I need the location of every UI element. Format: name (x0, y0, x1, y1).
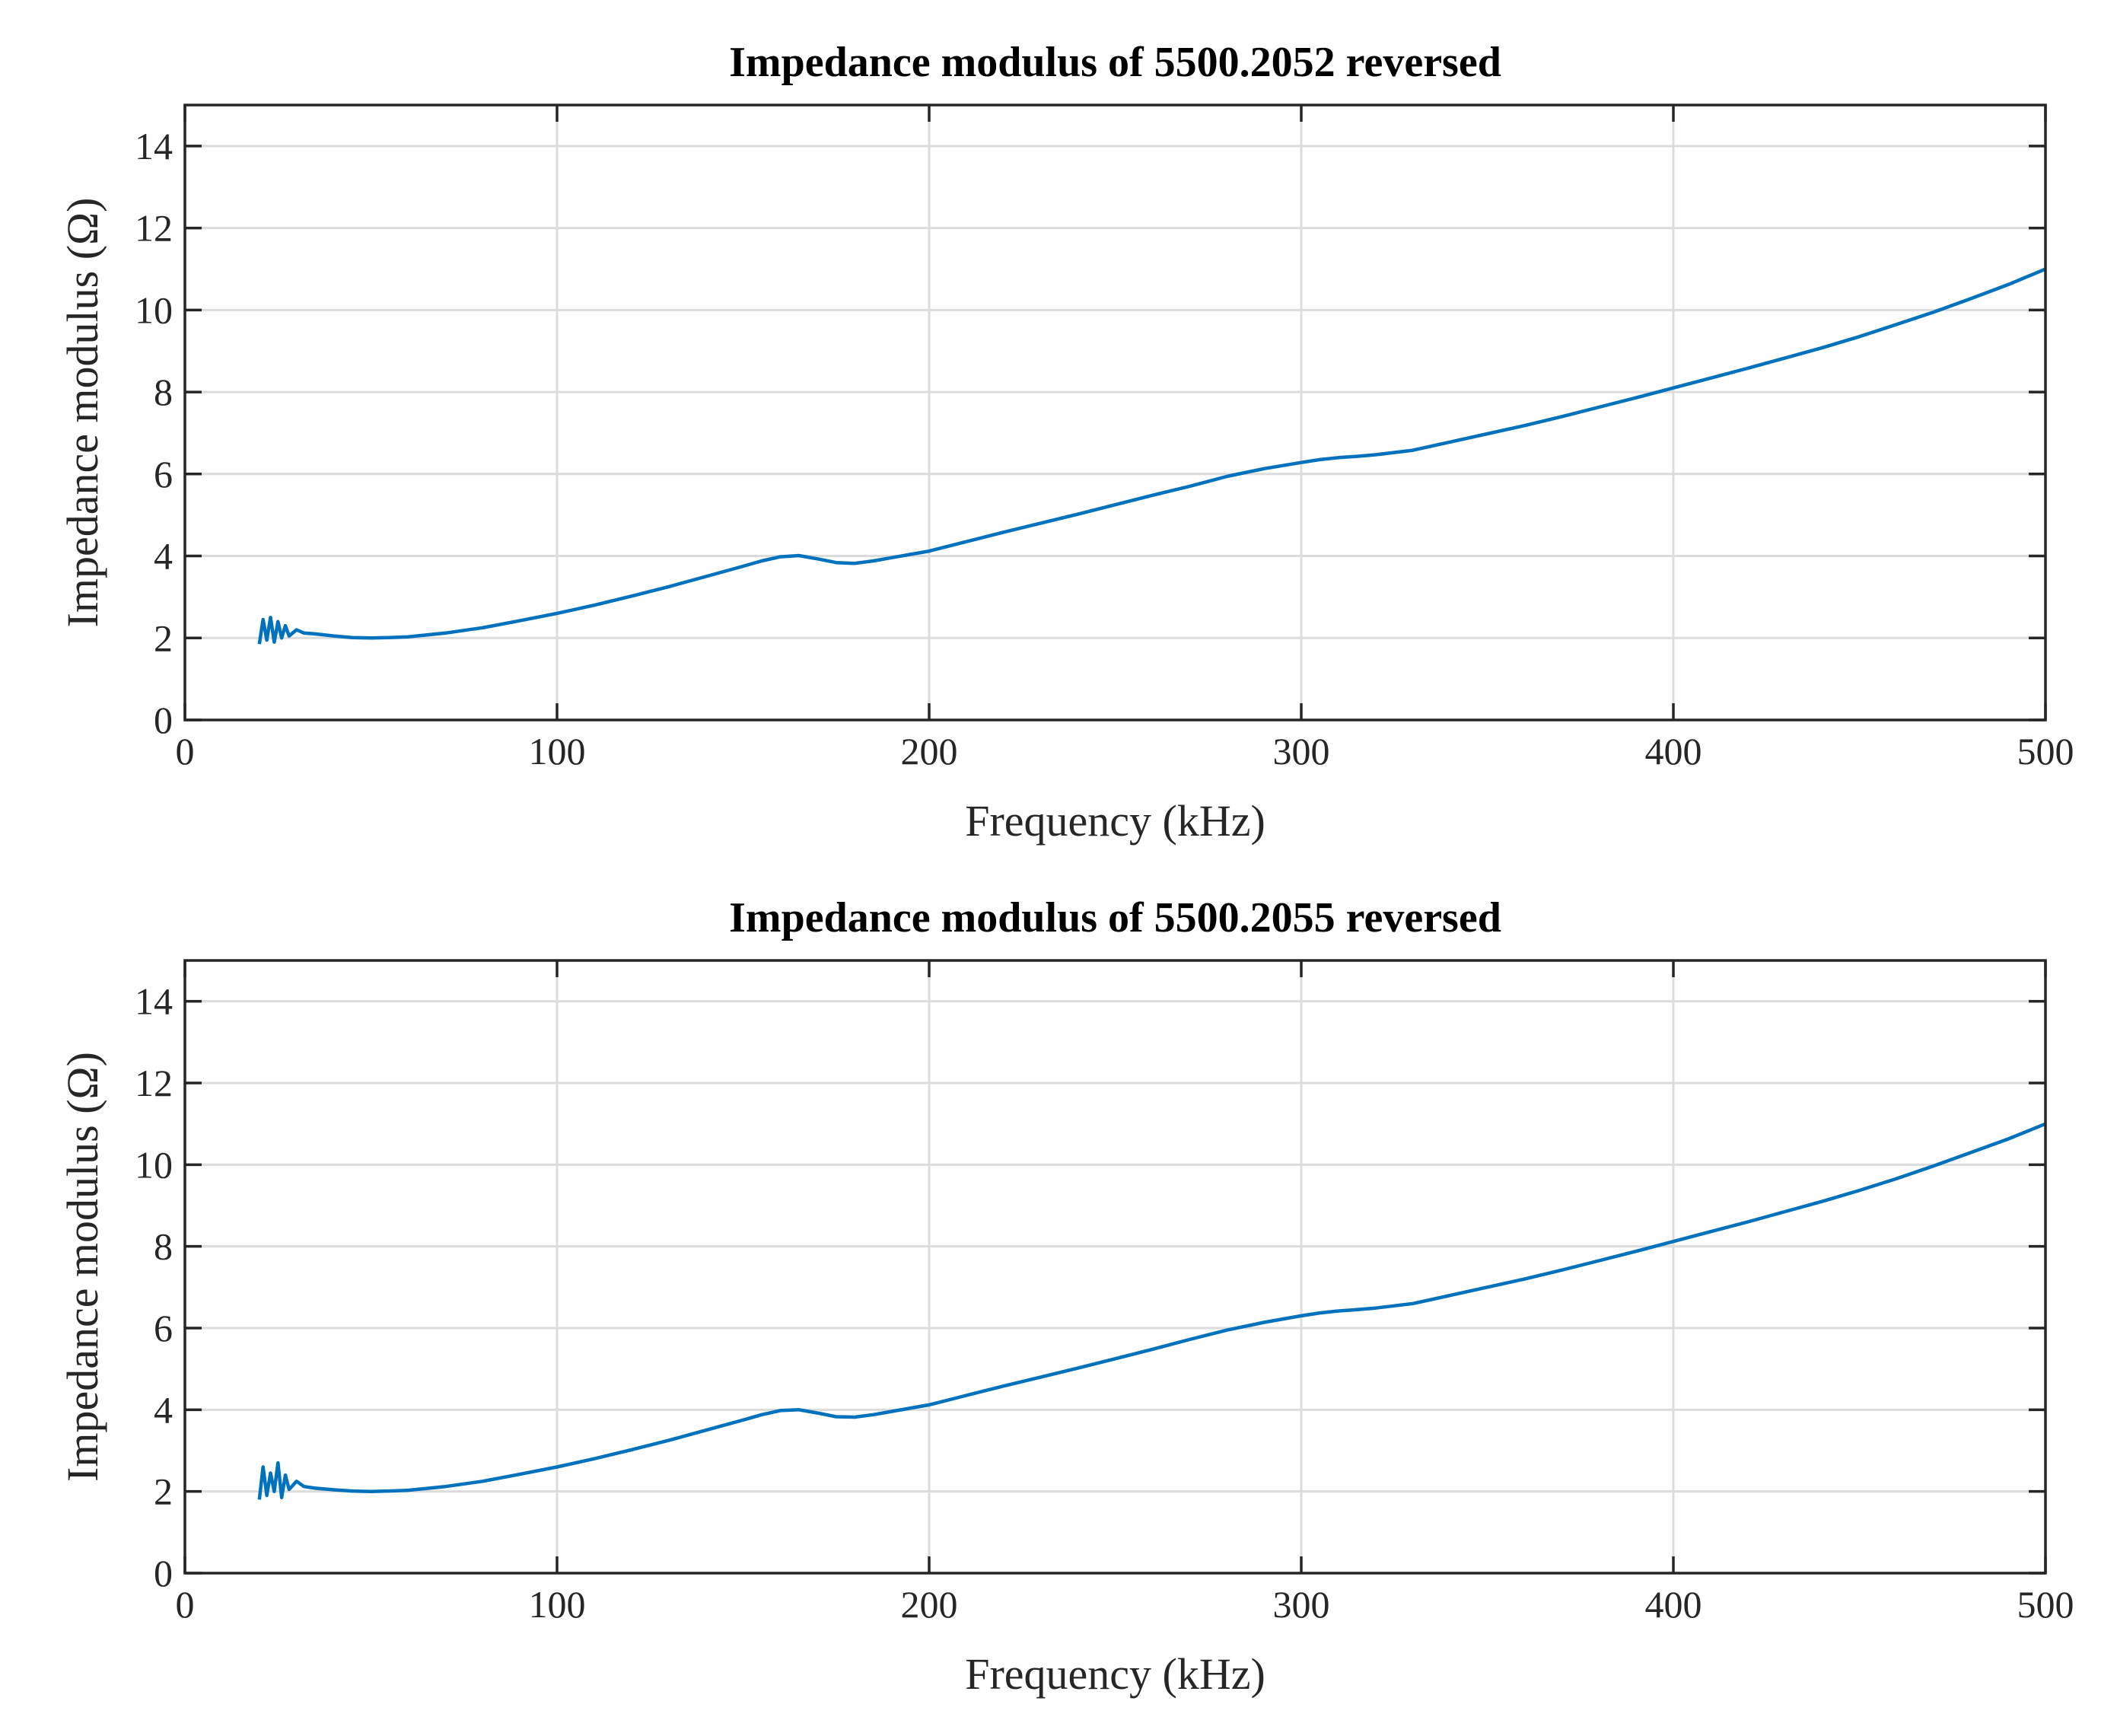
x-tick-label: 500 (2017, 730, 2074, 772)
y-tick-label: 4 (154, 1388, 173, 1431)
x-tick-label: 0 (176, 730, 195, 772)
series-line-impedance (257, 267, 2046, 645)
y-tick-label: 10 (135, 1143, 173, 1186)
y-tick-label: 12 (135, 207, 173, 250)
y-tick-label: 14 (135, 125, 173, 167)
y-tick-label: 14 (135, 980, 173, 1023)
y-tick-label: 0 (154, 699, 173, 741)
x-tick-label: 0 (176, 1583, 195, 1626)
x-tick-label: 400 (1645, 1583, 1702, 1626)
x-axis-label: Frequency (kHz) (965, 1649, 1265, 1699)
y-tick-label: 2 (154, 616, 173, 659)
y-tick-label: 8 (154, 371, 173, 413)
chart-top: 0 100 200 300 400 500 0 2 4 6 8 10 12 14 Impedance mod… (58, 39, 2074, 846)
y-tick-label: 6 (154, 453, 173, 495)
y-tick-label: 2 (154, 1470, 173, 1513)
x-tick-label: 400 (1645, 730, 1702, 772)
y-tick-label: 4 (154, 535, 173, 578)
x-tick-label: 200 (901, 730, 958, 772)
y-tick-label: 6 (154, 1307, 173, 1349)
chart-title: Impedance modulus of 5500.2052 reversed (729, 39, 1501, 86)
chart-title: Impedance modulus of 5500.2055 reversed (729, 894, 1501, 941)
x-tick-label: 100 (529, 1583, 586, 1626)
x-axis-label: Frequency (kHz) (965, 796, 1265, 846)
x-tick-label: 200 (901, 1583, 958, 1626)
y-axis-label: Impedance modulus (Ω) (58, 1052, 107, 1482)
y-tick-label: 8 (154, 1225, 173, 1268)
axes-box (183, 959, 2047, 1575)
x-tick-label: 500 (2017, 1583, 2074, 1626)
x-tick-label: 100 (529, 730, 586, 772)
y-tick-label: 12 (135, 1062, 173, 1104)
y-tick-label: 0 (154, 1552, 173, 1594)
x-tick-label: 300 (1273, 730, 1330, 772)
chart-bottom: 0 100 200 300 400 500 0 2 4 6 8 10 12 14 Impedance mod… (58, 894, 2074, 1699)
axes-box (183, 104, 2047, 721)
series-line-impedance (257, 1122, 2046, 1500)
y-tick-label: 10 (135, 288, 173, 331)
x-tick-label: 300 (1273, 1583, 1330, 1626)
y-axis-label: Impedance modulus (Ω) (58, 198, 107, 628)
